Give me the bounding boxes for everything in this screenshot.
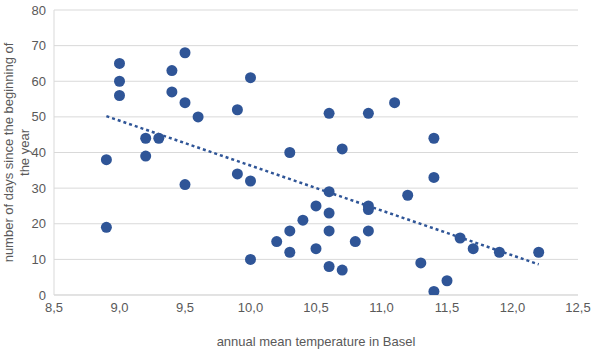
svg-text:70: 70 bbox=[32, 38, 46, 53]
svg-text:40: 40 bbox=[32, 145, 46, 160]
svg-text:9,0: 9,0 bbox=[110, 300, 128, 315]
svg-text:50: 50 bbox=[32, 109, 46, 124]
svg-text:20: 20 bbox=[32, 216, 46, 231]
svg-text:30: 30 bbox=[32, 181, 46, 196]
svg-text:11,5: 11,5 bbox=[435, 300, 459, 315]
svg-text:80: 80 bbox=[32, 3, 46, 18]
svg-text:60: 60 bbox=[32, 74, 46, 89]
svg-text:12,0: 12,0 bbox=[500, 300, 525, 315]
svg-text:annual mean temperature in Bas: annual mean temperature in Basel bbox=[217, 334, 416, 349]
svg-text:0: 0 bbox=[39, 288, 46, 303]
svg-text:9,5: 9,5 bbox=[176, 300, 194, 315]
svg-text:10,5: 10,5 bbox=[303, 300, 328, 315]
svg-text:10: 10 bbox=[32, 252, 46, 267]
svg-text:10,0: 10,0 bbox=[238, 300, 263, 315]
svg-text:11,0: 11,0 bbox=[369, 300, 393, 315]
svg-text:12,5: 12,5 bbox=[565, 300, 590, 315]
svg-text:number of days since the begin: number of days since the beginning ofthe… bbox=[8, 42, 32, 262]
svg-text:8,5: 8,5 bbox=[45, 300, 63, 315]
